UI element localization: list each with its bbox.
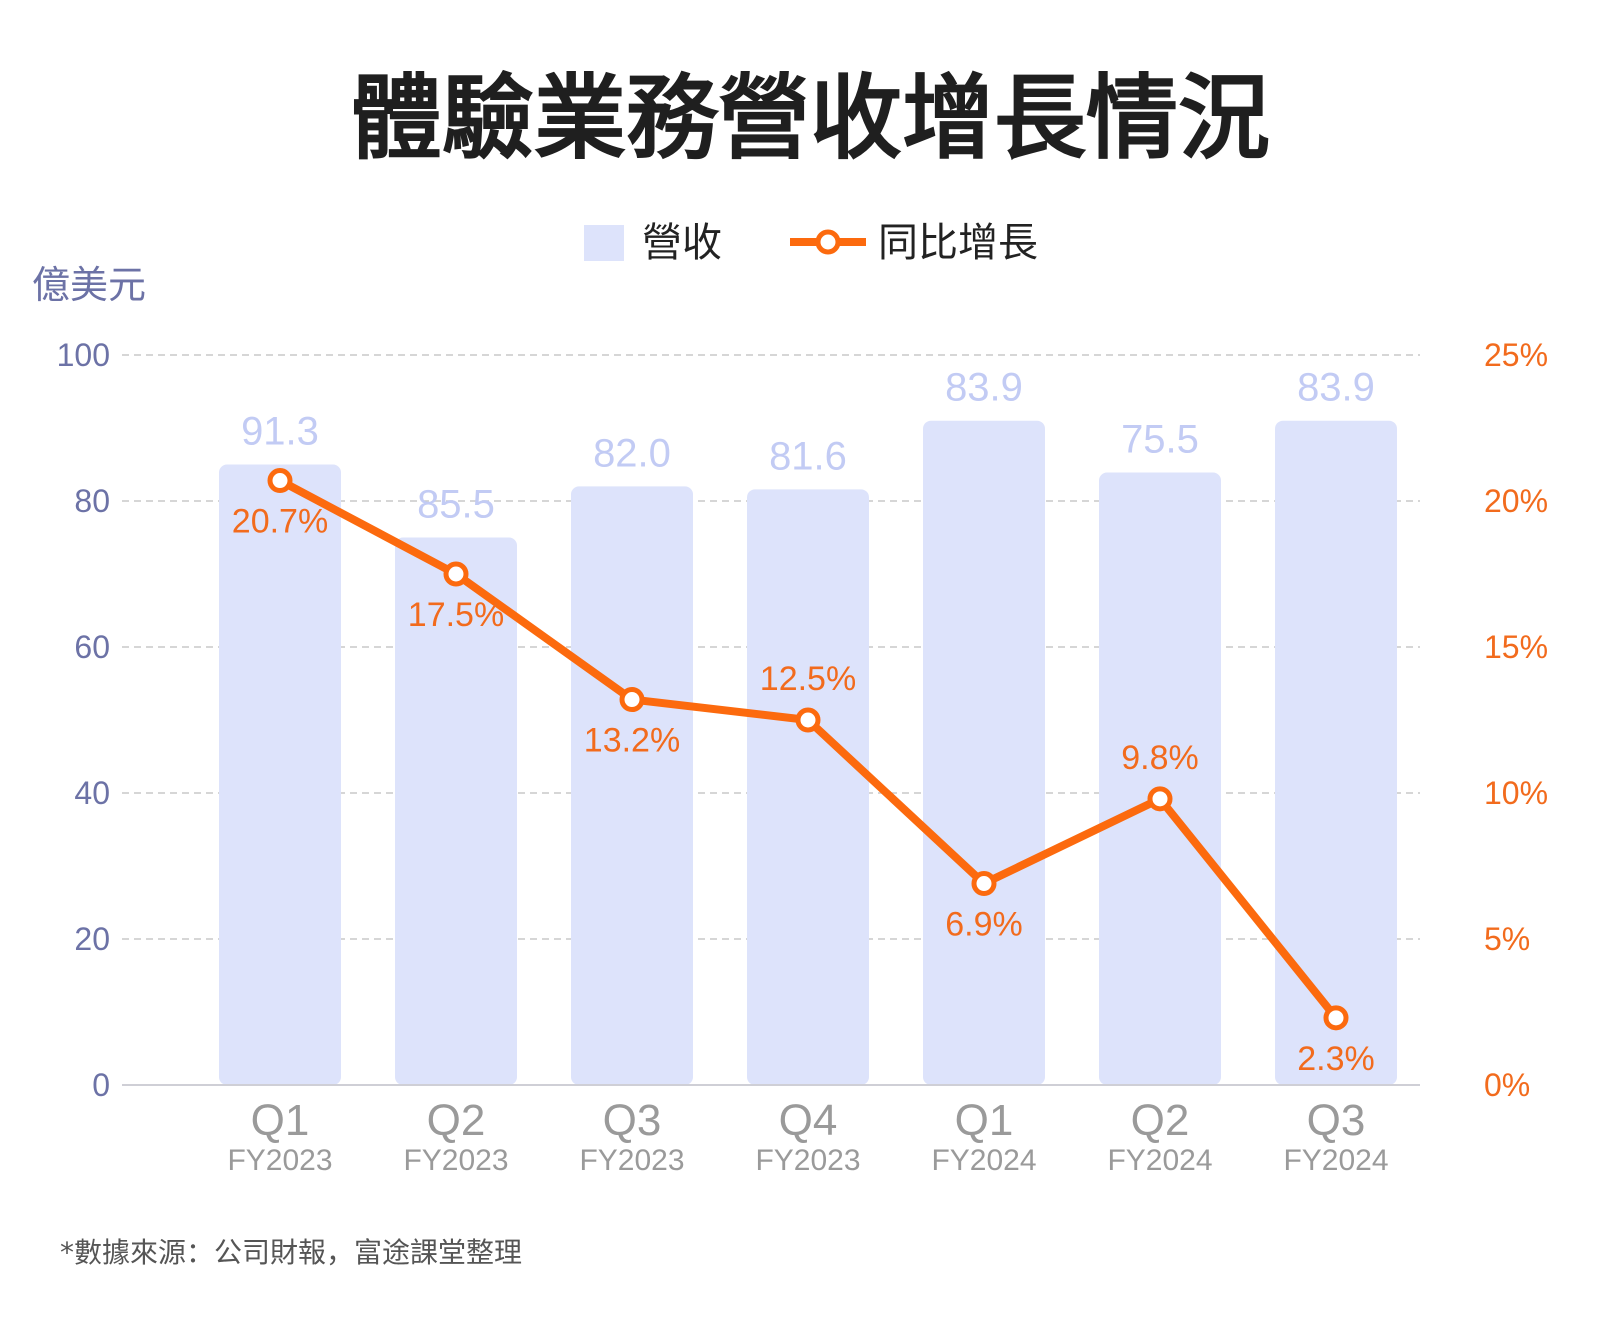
bars xyxy=(219,420,1397,1085)
y-tick-label-right: 10% xyxy=(1484,775,1548,811)
x-tick-quarter: Q1 xyxy=(251,1096,310,1145)
bar xyxy=(1275,420,1397,1085)
source-note: *數據來源：公司財報，富途課堂整理 xyxy=(60,1236,522,1269)
bar-value-label: 81.6 xyxy=(769,434,847,478)
bar xyxy=(219,464,341,1085)
x-tick-year: FY2023 xyxy=(755,1144,860,1177)
growth-point xyxy=(795,707,821,733)
legend-bar-label: 營收 xyxy=(642,220,722,266)
growth-value-label: 13.2% xyxy=(584,722,680,760)
x-tick-year: FY2024 xyxy=(1283,1144,1388,1177)
growth-line xyxy=(267,468,1349,1031)
y-tick-label-left: 100 xyxy=(57,337,110,373)
x-tick-year: FY2023 xyxy=(579,1144,684,1177)
x-tick-quarter: Q3 xyxy=(1307,1096,1366,1145)
growth-point xyxy=(267,468,293,494)
growth-point xyxy=(443,561,469,587)
legend-line-label: 同比增長 xyxy=(878,220,1038,266)
growth-point xyxy=(619,687,645,713)
y-tick-label-left: 20 xyxy=(74,921,110,957)
y-tick-label-right: 25% xyxy=(1484,337,1548,373)
bar-value-label: 75.5 xyxy=(1121,418,1199,462)
legend: 營收 同比增長 xyxy=(584,220,1038,266)
x-tick-quarter: Q1 xyxy=(955,1096,1014,1145)
growth-value-label: 6.9% xyxy=(945,906,1023,944)
y-tick-label-left: 40 xyxy=(74,775,110,811)
y-axis-unit: 億美元 xyxy=(32,263,146,307)
bar-value-label: 83.9 xyxy=(945,366,1023,410)
x-tick-quarter: Q4 xyxy=(779,1096,838,1145)
bar-value-label: 85.5 xyxy=(417,483,495,527)
bar-value-label: 91.3 xyxy=(241,410,319,454)
y-tick-label-left: 80 xyxy=(74,483,110,519)
bar xyxy=(571,486,693,1085)
data-labels: 91.3 85.5 82.0 81.6 83.9 75.5 83.9 20.7% 17.5% 13… xyxy=(232,366,1375,1078)
chart-title: 體驗業務營收增長情況 xyxy=(350,65,1270,172)
growth-value-label: 20.7% xyxy=(232,503,328,541)
bar xyxy=(923,420,1045,1085)
bar-value-label: 82.0 xyxy=(593,431,671,475)
growth-value-label: 9.8% xyxy=(1121,739,1199,777)
growth-value-label: 12.5% xyxy=(760,660,856,698)
bar xyxy=(1099,472,1221,1085)
y-tick-label-right: 20% xyxy=(1484,483,1548,519)
x-tick-quarter: Q2 xyxy=(1131,1096,1190,1145)
growth-point xyxy=(1323,1005,1349,1031)
x-tick-year: FY2023 xyxy=(403,1144,508,1177)
x-tick-quarter: Q3 xyxy=(603,1096,662,1145)
y-tick-label-left: 60 xyxy=(74,629,110,665)
x-tick-year: FY2024 xyxy=(931,1144,1036,1177)
bar-value-label: 83.9 xyxy=(1297,366,1375,410)
bar xyxy=(747,489,869,1085)
legend-bar-swatch xyxy=(584,225,624,261)
y-tick-label-right: 15% xyxy=(1484,629,1548,665)
growth-value-label: 17.5% xyxy=(408,596,504,634)
legend-line-marker xyxy=(815,229,841,255)
y-tick-label-left: 0 xyxy=(92,1067,110,1103)
growth-point xyxy=(1147,786,1173,812)
axes: 0204060801000%5%10%15%20%25%Q1FY2023Q2FY… xyxy=(57,337,1548,1177)
bar xyxy=(395,537,517,1085)
growth-point xyxy=(971,871,997,897)
x-tick-year: FY2024 xyxy=(1107,1144,1212,1177)
y-tick-label-right: 0% xyxy=(1484,1067,1530,1103)
x-tick-year: FY2023 xyxy=(227,1144,332,1177)
growth-value-label: 2.3% xyxy=(1297,1040,1375,1078)
y-tick-label-right: 5% xyxy=(1484,921,1530,957)
x-tick-quarter: Q2 xyxy=(427,1096,486,1145)
